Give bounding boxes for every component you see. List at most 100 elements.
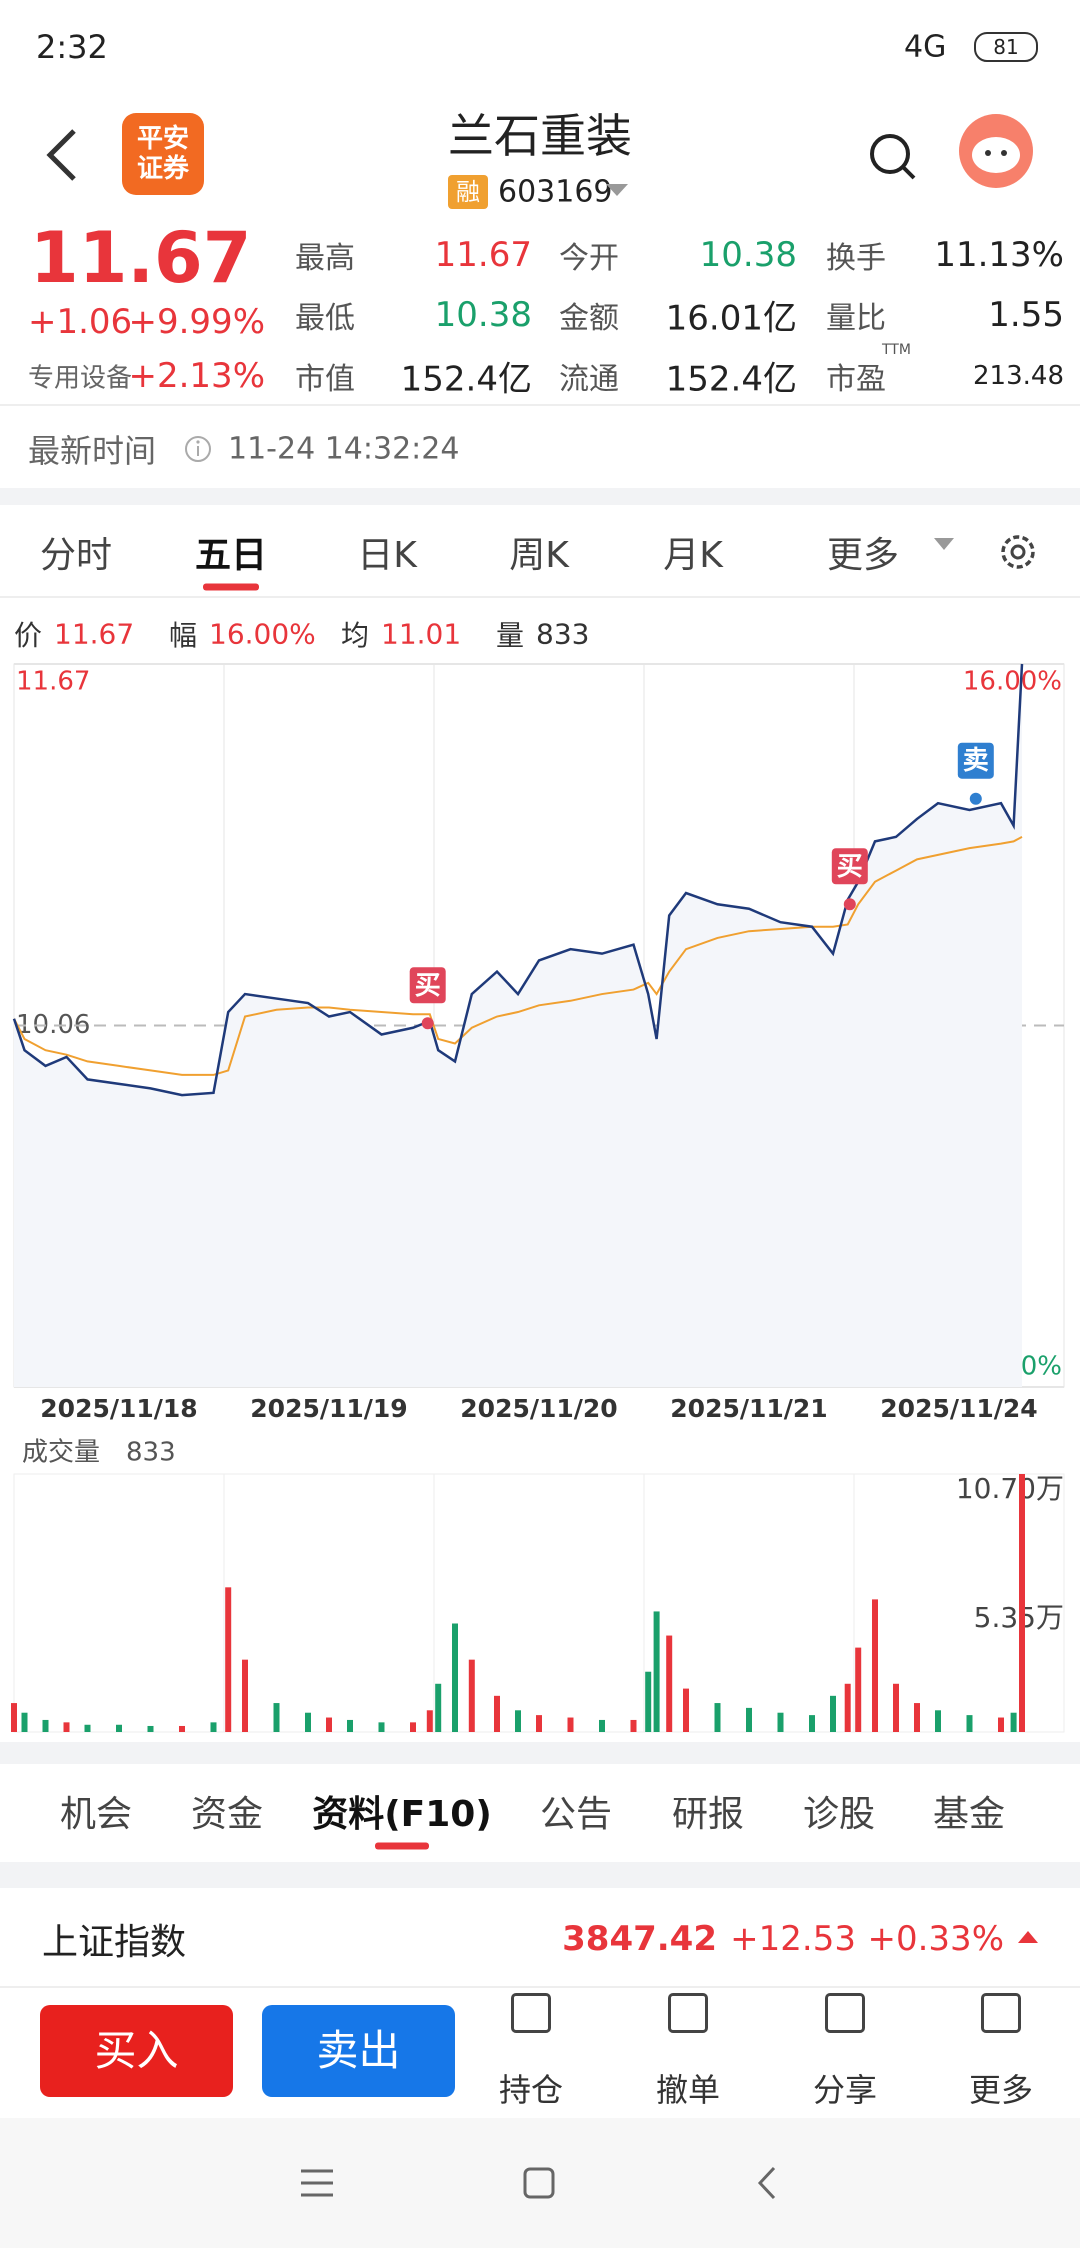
volume-bar (855, 1647, 862, 1732)
volume-bar (410, 1722, 416, 1732)
info-tab[interactable]: 资料(F10) (312, 1794, 492, 1835)
volume-bar (844, 1683, 851, 1732)
info-value: 11.01 (381, 617, 462, 651)
stat-label: 最低 (295, 301, 355, 336)
avatar[interactable] (958, 113, 1034, 189)
search-icon[interactable] (866, 130, 918, 182)
trade-tag-text: 卖 (963, 746, 989, 776)
stat-label: 量比 (826, 301, 886, 336)
five-day-chart: 2025/11/18 2025/11/19 2025/11/20 2025/11/21… (11, 663, 1065, 1733)
more-arrow (934, 538, 954, 550)
volume-bar (116, 1724, 122, 1732)
stat-label: 市值 (295, 362, 355, 397)
buy-button[interactable]: 买入 (40, 2005, 233, 2097)
volume-bar (567, 1717, 574, 1732)
date-label: 2025/11/24 (880, 1394, 1037, 1423)
volume-bar (435, 1683, 442, 1732)
period-tab[interactable]: 日K (357, 535, 417, 576)
volume-bar (347, 1719, 353, 1732)
divider (0, 404, 1080, 406)
sector-pct: +2.13% (128, 356, 266, 396)
section-gap (0, 488, 1080, 505)
volume-bar (998, 1717, 1004, 1732)
period-tab[interactable]: 五日 (194, 535, 268, 576)
system-nav (301, 2166, 776, 2200)
tool-icon[interactable] (825, 1993, 865, 2033)
volume-bar (666, 1635, 673, 1732)
section-gap (0, 1862, 1080, 1888)
stock-title: 兰石重装 (448, 109, 632, 163)
stat-label: 市盈 (826, 362, 886, 397)
volume-bar (1019, 1474, 1025, 1732)
section-gap (0, 1742, 1080, 1764)
volume-bar (179, 1725, 185, 1732)
stock-code: 603169 (498, 174, 613, 210)
volume-bar (326, 1717, 332, 1732)
volume-bar (21, 1712, 28, 1732)
volume-bar (630, 1719, 637, 1732)
volume-bar (468, 1659, 475, 1732)
trade-dot (969, 792, 982, 805)
volume-bar (378, 1722, 385, 1732)
sell-button[interactable]: 卖出 (262, 2005, 455, 2097)
broker-line: 平安 (136, 124, 189, 154)
divider (0, 596, 1080, 598)
volume-tick-label: 5.35万 (974, 1601, 1064, 1634)
y-tick-label: 11.67 (16, 667, 90, 697)
back-button[interactable] (40, 125, 84, 185)
info-icon[interactable] (184, 435, 212, 463)
tool-icon[interactable] (511, 1993, 551, 2033)
volume-current: 833 (126, 1438, 176, 1468)
date-label: 2025/11/19 (250, 1394, 407, 1423)
date-label: 2025/11/20 (460, 1394, 617, 1423)
period-tab[interactable]: 月K (663, 535, 723, 576)
volume-bar (777, 1712, 784, 1732)
volume-bar (683, 1688, 689, 1732)
action-tool[interactable]: 持仓 (498, 2071, 564, 2109)
volume-bar (273, 1703, 280, 1732)
volume-bar (914, 1703, 920, 1732)
index-value: 3847.42 (562, 1919, 717, 1959)
info-value: 16.00% (209, 617, 316, 651)
volume-bar (830, 1695, 836, 1732)
info-value: 11.67 (54, 617, 135, 651)
stat-value: 152.4亿 (665, 359, 797, 400)
stat-value: 1.55 (988, 295, 1064, 335)
tool-icon[interactable] (981, 1993, 1021, 2033)
action-tool[interactable]: 分享 (812, 2071, 878, 2109)
stat-label: 最高 (295, 241, 355, 276)
info-tab[interactable]: 资金 (190, 1794, 264, 1835)
volume-bar (645, 1671, 652, 1732)
stat-label: 换手 (826, 241, 886, 276)
stat-value: 213.48 (973, 361, 1064, 391)
volume-bar (494, 1695, 500, 1732)
tool-icon[interactable] (668, 1993, 708, 2033)
stat-label: 流通 (559, 362, 619, 397)
volume-bar (653, 1611, 660, 1732)
stat-value: 10.38 (699, 235, 797, 275)
settings-icon[interactable] (996, 530, 1040, 574)
stat-value: 16.01亿 (665, 298, 797, 339)
broker-logo[interactable]: 平安 证券 (122, 113, 204, 195)
battery: 81 (974, 32, 1038, 62)
action-tool[interactable]: 撤单 (655, 2071, 721, 2109)
info-tab[interactable]: 公告 (539, 1794, 613, 1835)
action-tool[interactable]: 更多 (968, 2071, 1034, 2109)
trade-tag (957, 742, 994, 779)
period-tab[interactable]: 周K (509, 535, 569, 576)
period-tab[interactable]: 更多 (826, 535, 900, 576)
volume-bar (11, 1703, 17, 1732)
period-tab[interactable]: 分时 (39, 535, 113, 576)
volume-bar (515, 1710, 521, 1732)
info-tab[interactable]: 机会 (59, 1794, 133, 1835)
volume-bar (935, 1710, 941, 1732)
index-name: 上证指数 (42, 1922, 187, 1963)
info-tab[interactable]: 诊股 (802, 1794, 876, 1835)
info-tab[interactable]: 研报 (671, 1794, 745, 1835)
volume-bar (225, 1587, 232, 1732)
code-dropdown[interactable] (606, 182, 628, 198)
info-label: 幅 (169, 619, 198, 652)
info-tab[interactable]: 基金 (932, 1794, 1006, 1835)
volume-bar (242, 1659, 248, 1732)
